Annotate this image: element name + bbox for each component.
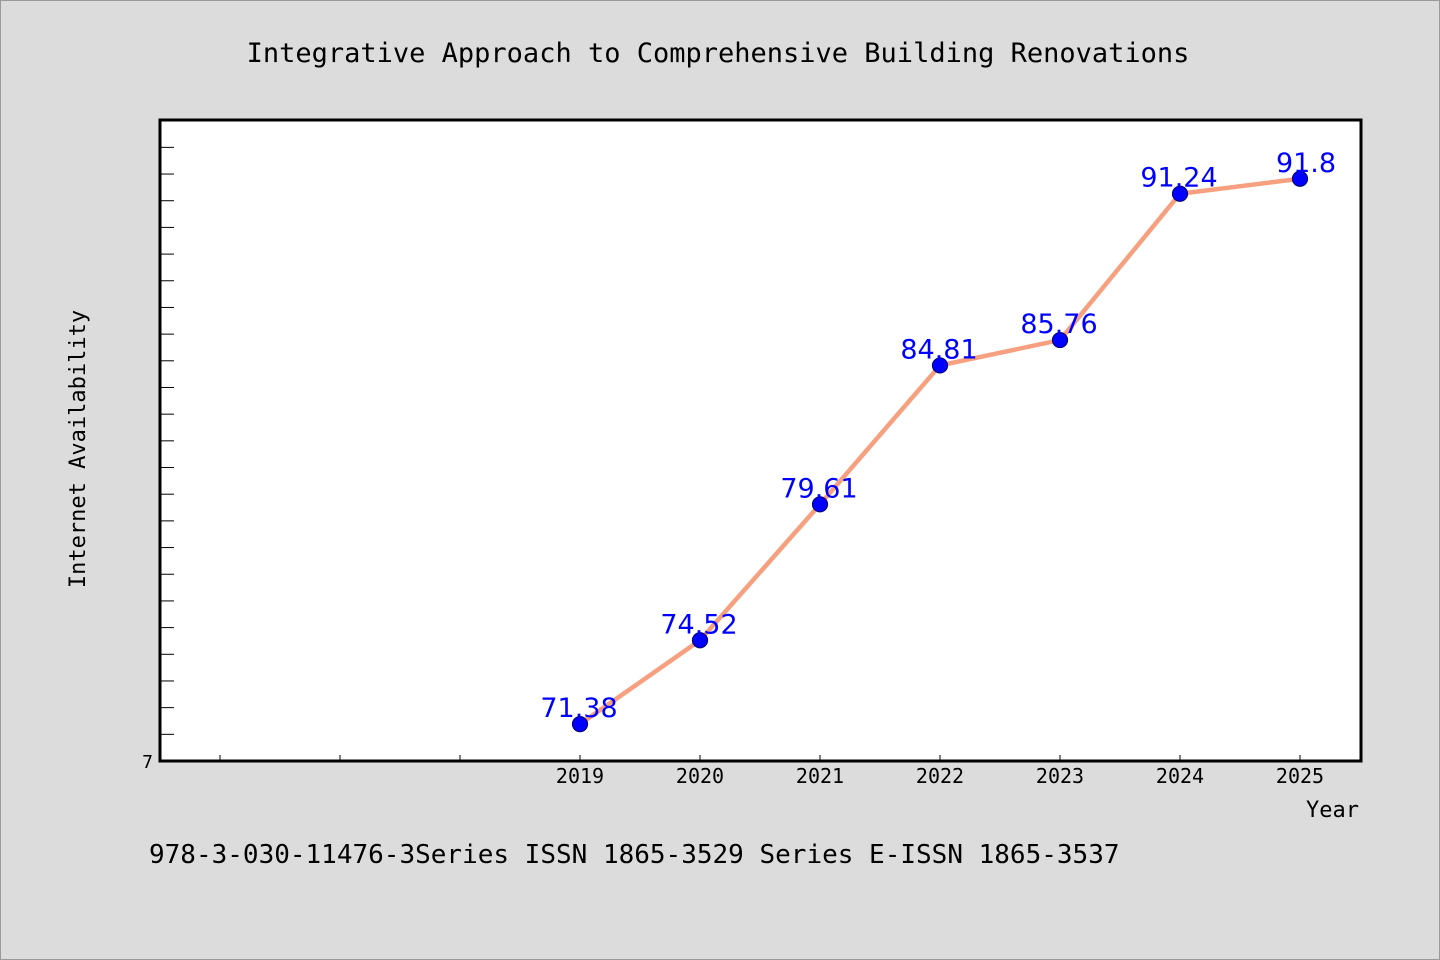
y-tick-label: 7 — [142, 752, 153, 773]
x-tick-label-2023: 2023 — [1036, 764, 1084, 788]
data-point-2020 — [691, 632, 709, 649]
data-point-2023 — [1051, 331, 1069, 349]
data-point-2021 — [811, 496, 829, 513]
x-tick-label-2020: 2020 — [676, 764, 724, 788]
data-point-2022 — [931, 357, 949, 374]
data-markers — [571, 170, 1309, 733]
x-tick-label-2019: 2019 — [556, 764, 604, 788]
x-tick-label-2025: 2025 — [1276, 764, 1324, 788]
footer-text: 978-3-030-11476-3Series ISSN 1865-3529 S… — [149, 840, 1120, 870]
data-labels: 71.38 74.52 79.61 84.81 85.76 91.24 91.8 — [540, 148, 1336, 724]
data-label-2023: 85.76 — [1020, 309, 1097, 340]
chart-title: Integrative Approach to Comprehensive Bu… — [247, 38, 1190, 69]
data-label-2025: 91.8 — [1276, 148, 1336, 179]
data-point-2024 — [1171, 185, 1189, 202]
x-axis-ticks — [219, 755, 1301, 761]
data-label-2021: 79.61 — [780, 473, 857, 504]
data-point-2025 — [1291, 170, 1309, 187]
x-tick-label-2022: 2022 — [916, 764, 964, 788]
y-axis-label: Internet Availability — [66, 310, 91, 588]
y-axis-ticks — [160, 146, 174, 762]
x-tick-label-2021: 2021 — [796, 764, 844, 788]
x-axis-label: Year — [1306, 798, 1359, 823]
x-tick-label-2024: 2024 — [1156, 764, 1204, 788]
data-point-2019 — [571, 716, 589, 733]
data-label-2020: 74.52 — [660, 609, 737, 640]
data-label-2022: 84.81 — [900, 334, 977, 365]
data-label-2019: 71.38 — [540, 693, 617, 724]
data-label-2024: 91.24 — [1140, 163, 1217, 194]
plot-area — [158, 118, 1363, 763]
x-tick-labels: 2019 2020 2021 2022 2023 2024 2025 — [556, 764, 1324, 788]
